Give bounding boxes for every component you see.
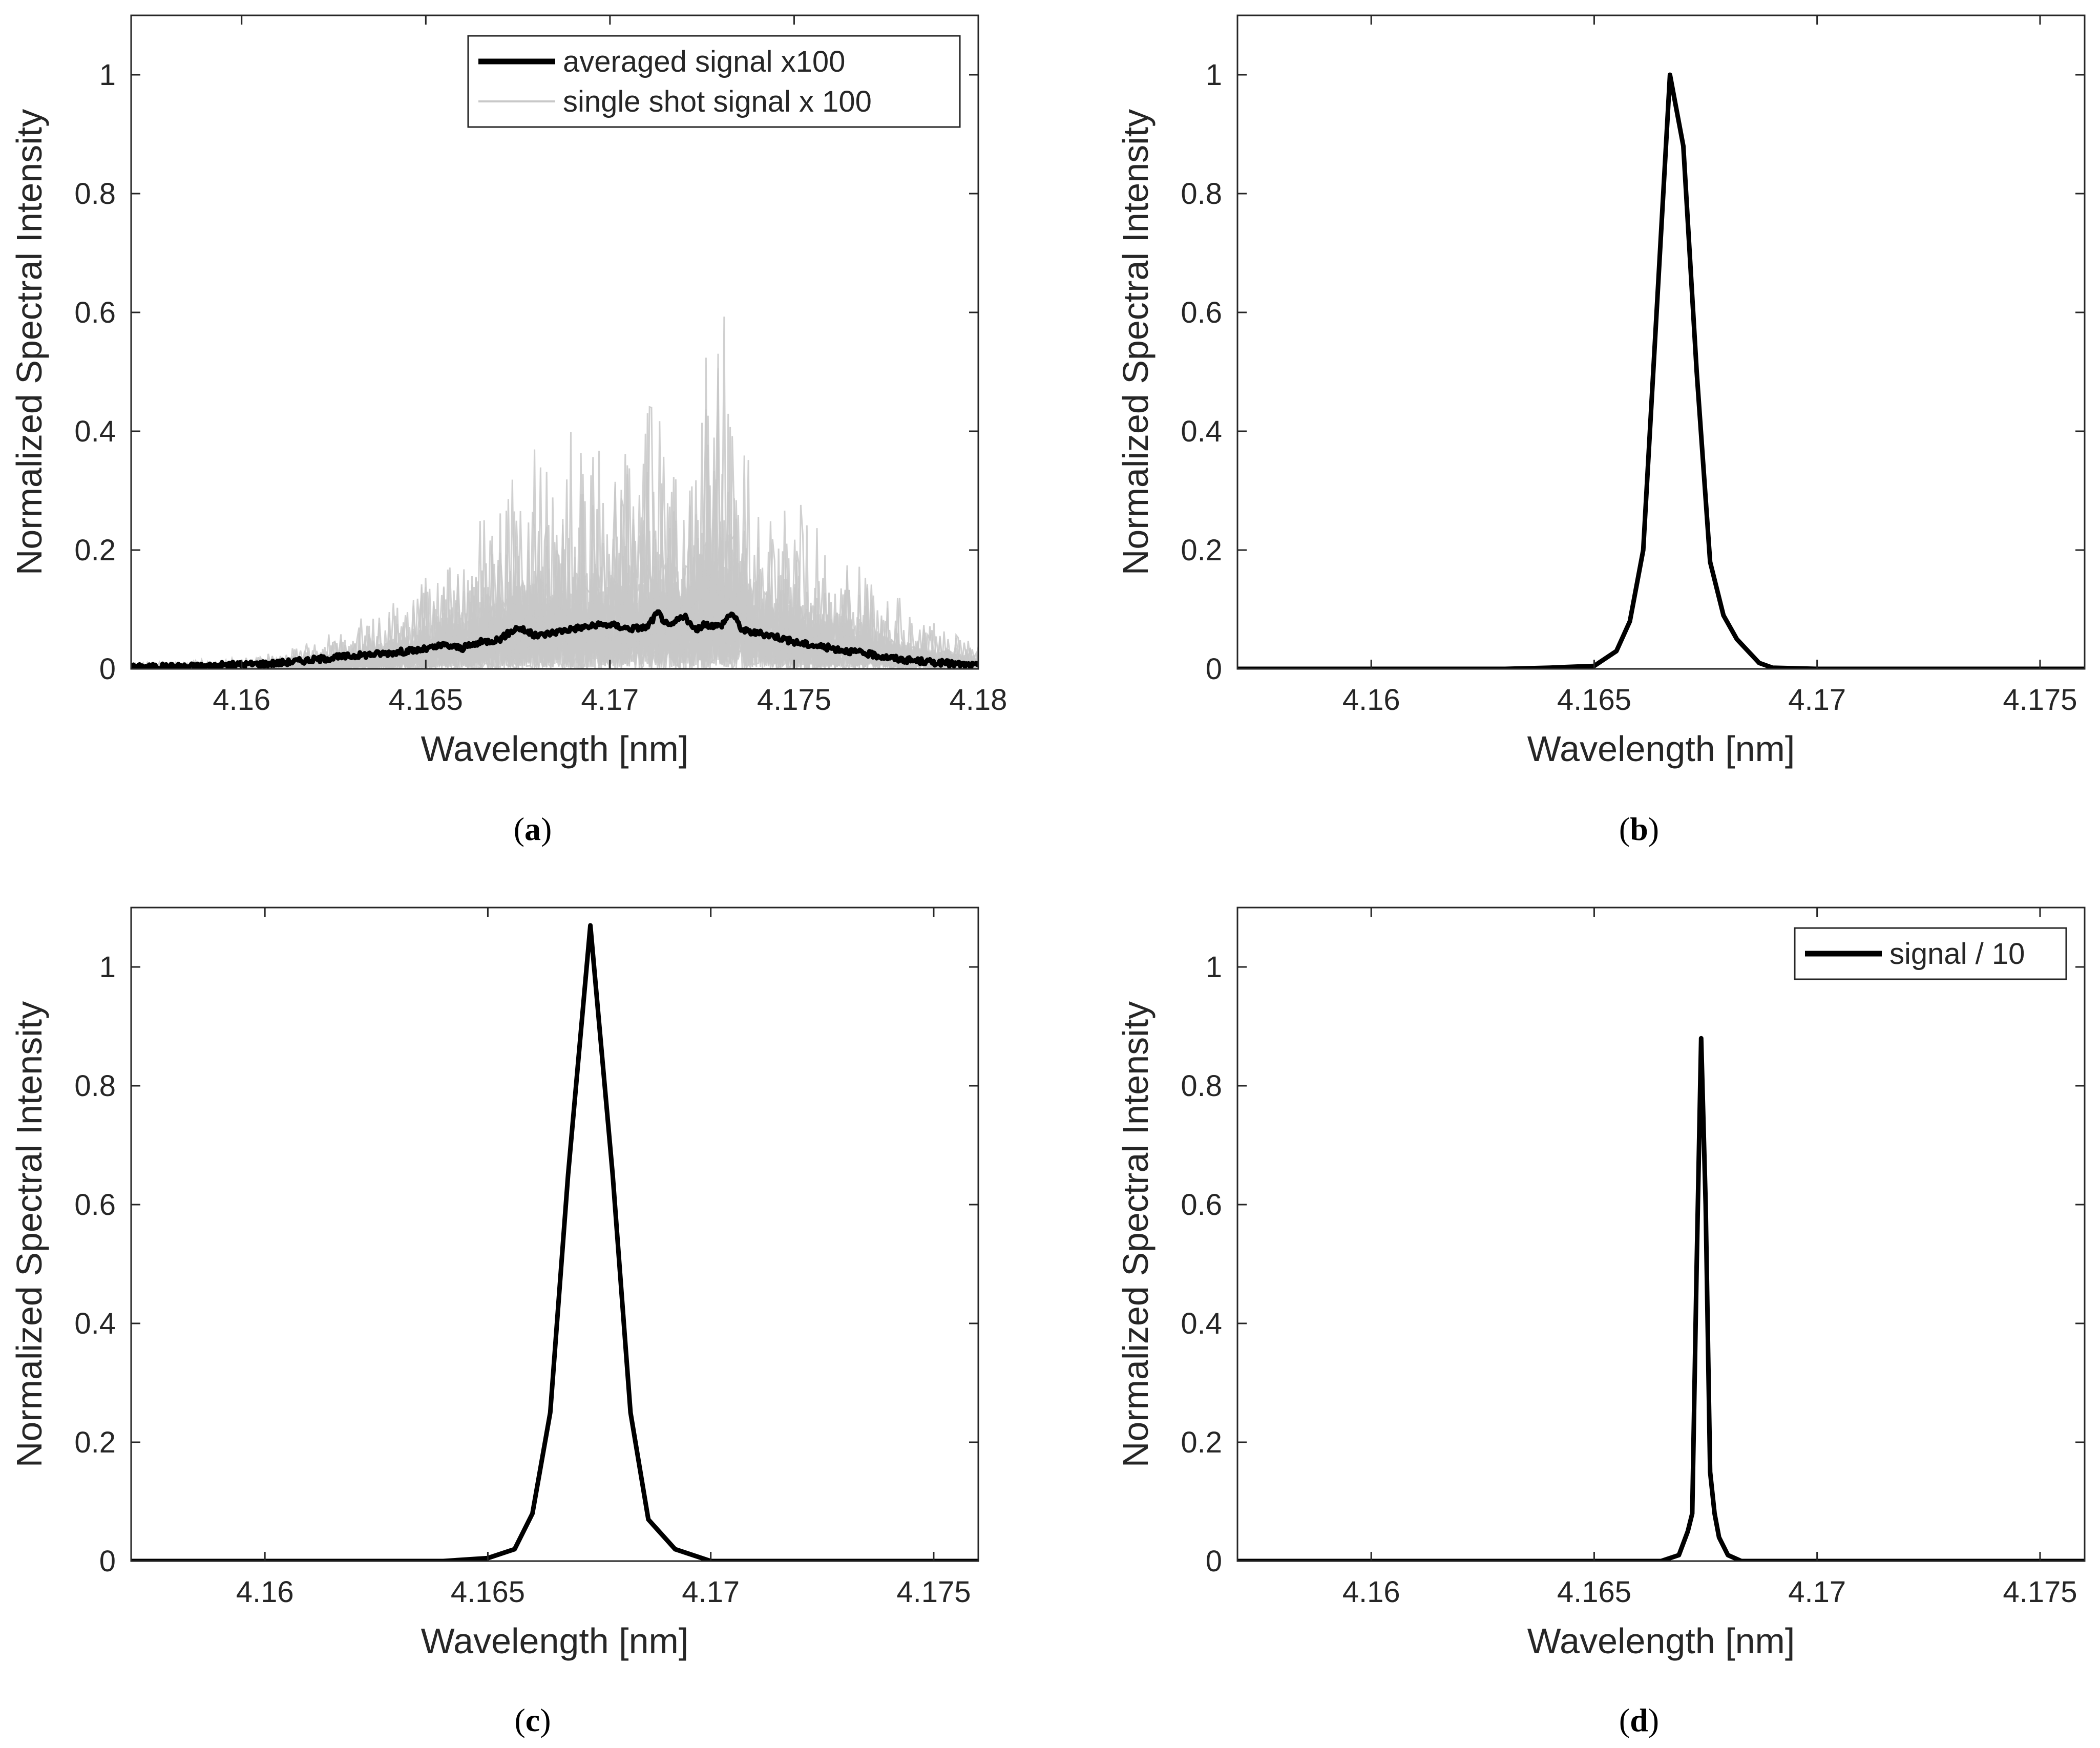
x-tick-label: 4.175 xyxy=(2003,683,2077,717)
plot-area xyxy=(131,908,978,1561)
caption-close: ) xyxy=(1648,811,1659,847)
signal-line xyxy=(131,923,978,1561)
y-axis-label: Normalized Spectral Intensity xyxy=(9,1001,49,1467)
y-tick-label: 0 xyxy=(99,652,116,686)
panel-caption: (c) xyxy=(514,1702,551,1738)
x-tick-label: 4.165 xyxy=(451,1575,525,1609)
x-tick-label: 4.18 xyxy=(950,683,1007,717)
x-tick-label: 4.17 xyxy=(1788,1575,1846,1609)
x-tick-label: 4.175 xyxy=(896,1575,971,1609)
x-tick-label: 4.175 xyxy=(757,683,831,717)
signal-line xyxy=(1237,72,2085,669)
x-axis-label: Wavelength [nm] xyxy=(1527,729,1795,769)
y-tick-label: 0.4 xyxy=(1181,415,1222,448)
caption-close: ) xyxy=(541,811,552,847)
y-tick-label: 0 xyxy=(1206,652,1222,686)
legend: averaged signal x100 single shot signal x… xyxy=(467,35,961,128)
x-tick-label: 4.165 xyxy=(1557,1575,1631,1609)
caption-letter: d xyxy=(1630,1702,1648,1738)
y-tick-label: 0.2 xyxy=(74,1426,116,1459)
y-tick-label: 0.4 xyxy=(74,1307,116,1340)
x-tick-label: 4.16 xyxy=(1342,1575,1400,1609)
axes-box xyxy=(130,907,979,1562)
y-axis-label: Normalized Spectral Intensity xyxy=(1116,109,1156,575)
panel-a: 4.16 4.165 4.17 4.175 4.18 0 0.2 0.4 0.6 0.8 1 Wave… xyxy=(9,14,1007,847)
caption-open: ( xyxy=(514,1702,525,1738)
panel-caption: (d) xyxy=(1619,1702,1659,1738)
caption-close: ) xyxy=(1648,1702,1659,1738)
legend-label: averaged signal x100 xyxy=(563,45,845,78)
x-tick-label: 4.17 xyxy=(581,683,639,717)
y-tick-label: 0.8 xyxy=(74,1069,116,1103)
y-tick-label: 0.2 xyxy=(1181,534,1222,567)
x-tick-label: 4.16 xyxy=(236,1575,294,1609)
y-tick-label: 0.6 xyxy=(74,296,116,329)
legend: signal / 10 xyxy=(1794,927,2067,980)
y-tick-label: 1 xyxy=(1206,951,1222,984)
y-tick-label: 0 xyxy=(99,1545,116,1578)
y-tick-label: 0.8 xyxy=(1181,177,1222,210)
y-tick-label: 0 xyxy=(1206,1545,1222,1578)
x-tick-label: 4.165 xyxy=(1557,683,1631,717)
x-axis-label: Wavelength [nm] xyxy=(1527,1621,1795,1661)
x-tick-label: 4.16 xyxy=(213,683,270,717)
legend-label: single shot signal x 100 xyxy=(563,85,872,118)
caption-letter: a xyxy=(524,811,541,847)
y-tick-label: 0.4 xyxy=(74,415,116,448)
caption-letter: c xyxy=(526,1702,540,1738)
axes-box xyxy=(130,14,979,670)
caption-open: ( xyxy=(514,811,524,847)
panel-caption: (b) xyxy=(1619,811,1659,847)
y-tick-label: 0.6 xyxy=(74,1188,116,1222)
x-tick-label: 4.17 xyxy=(1788,683,1846,717)
y-tick-label: 0.8 xyxy=(1181,1069,1222,1103)
y-tick-label: 0.6 xyxy=(1181,1188,1222,1222)
plot-area xyxy=(1237,15,2085,669)
caption-close: ) xyxy=(540,1702,551,1738)
x-tick-label: 4.175 xyxy=(2003,1575,2077,1609)
y-tick-label: 1 xyxy=(99,951,116,984)
x-axis-label: Wavelength [nm] xyxy=(421,729,689,769)
x-tick-label: 4.165 xyxy=(389,683,463,717)
panel-b: 4.16 4.165 4.17 4.175 0 0.2 0.4 0.6 0.8 1 Waveleng… xyxy=(1116,14,2086,847)
x-tick-label: 4.16 xyxy=(1342,683,1400,717)
y-axis-label: Normalized Spectral Intensity xyxy=(9,109,49,575)
y-tick-label: 1 xyxy=(1206,58,1222,92)
y-tick-label: 1 xyxy=(99,58,116,92)
panel-caption: (a) xyxy=(514,811,552,847)
y-tick-label: 0.2 xyxy=(74,534,116,567)
axes-box xyxy=(1236,14,2086,670)
x-tick-label: 4.17 xyxy=(682,1575,740,1609)
signal-line xyxy=(1237,1036,2085,1561)
caption-open: ( xyxy=(1619,1702,1630,1738)
plot-area xyxy=(1237,908,2085,1561)
signal-line xyxy=(131,609,978,669)
x-axis-label: Wavelength [nm] xyxy=(421,1621,689,1661)
panel-c: 4.16 4.165 4.17 4.175 0 0.2 0.4 0.6 0.8 1 Waveleng… xyxy=(9,907,979,1738)
y-tick-label: 0.4 xyxy=(1181,1307,1222,1340)
y-tick-label: 0.2 xyxy=(1181,1426,1222,1459)
y-tick-label: 0.6 xyxy=(1181,296,1222,329)
y-axis-label: Normalized Spectral Intensity xyxy=(1116,1001,1156,1467)
legend-box xyxy=(467,35,961,128)
axes-box xyxy=(1236,907,2086,1562)
y-tick-label: 0.8 xyxy=(74,177,116,210)
caption-open: ( xyxy=(1619,811,1630,847)
panel-d: 4.16 4.165 4.17 4.175 0 0.2 0.4 0.6 0.8 1 Waveleng… xyxy=(1116,907,2086,1738)
caption-letter: b xyxy=(1630,811,1648,847)
legend-label: signal / 10 xyxy=(1889,937,2025,971)
